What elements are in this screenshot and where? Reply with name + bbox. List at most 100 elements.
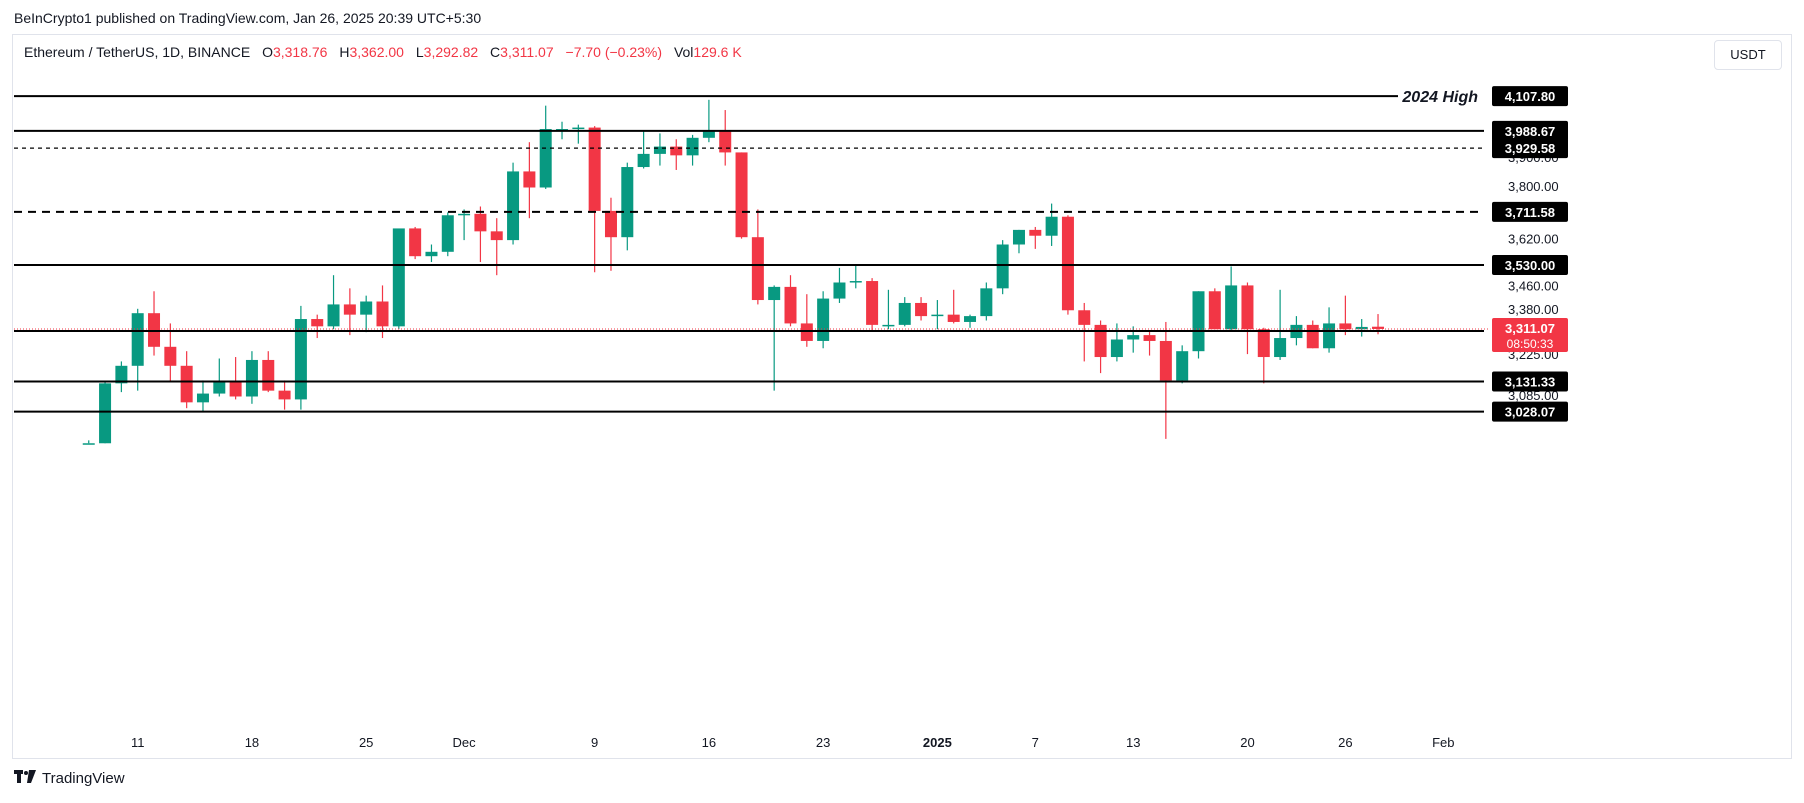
candle-body-up xyxy=(294,319,307,400)
candle-body-up xyxy=(115,365,128,384)
candle-body-up xyxy=(1012,229,1025,245)
level-price-box xyxy=(1492,120,1568,141)
candle-body-down xyxy=(180,365,193,403)
symbol-name: Ethereum / TetherUS, 1D, BINANCE xyxy=(24,44,251,60)
candle-body-up xyxy=(1176,351,1189,381)
volume-value: 129.6 K xyxy=(693,44,742,60)
candle-body-up xyxy=(621,167,634,238)
candle-body-up xyxy=(360,301,373,315)
candle-body-down xyxy=(588,127,601,211)
candle-body-up xyxy=(1274,338,1287,358)
level-price-box xyxy=(1492,201,1568,222)
y-tick-label: 3,620.00 xyxy=(1508,232,1559,247)
candle-body-down xyxy=(719,130,732,153)
annotation-bg xyxy=(1398,85,1490,108)
candle-body-down xyxy=(343,304,356,315)
candle-body-up xyxy=(931,314,944,317)
candle-body-down xyxy=(229,381,242,397)
x-tick-label: 16 xyxy=(702,735,716,750)
candle-body-up xyxy=(898,302,911,325)
candle-body-up xyxy=(327,304,340,327)
candle-body-down xyxy=(490,231,503,241)
candle-body-up xyxy=(1110,339,1123,358)
candle-body-up xyxy=(702,130,715,138)
candle-body-down xyxy=(947,314,960,322)
x-tick-label: Dec xyxy=(453,735,477,750)
candle-body-down xyxy=(800,323,813,341)
candle-body-up xyxy=(245,359,258,397)
symbol-legend: Ethereum / TetherUS, 1D, BINANCE O3,318.… xyxy=(24,44,742,60)
candle-body-down xyxy=(1372,326,1385,329)
candle-body-down xyxy=(148,313,161,347)
change-value: −7.70 (−0.23%) xyxy=(565,44,663,60)
candle-body-up xyxy=(131,313,144,366)
candle-body-up xyxy=(833,282,846,299)
x-tick-label: 18 xyxy=(245,735,259,750)
candle-body-down xyxy=(409,228,422,257)
low-label: L xyxy=(415,44,424,60)
candle-body-up xyxy=(1225,285,1238,330)
x-tick-label: Feb xyxy=(1432,735,1454,750)
candle-body-up xyxy=(213,381,226,394)
candle-body-down xyxy=(1208,291,1221,330)
candle-body-up xyxy=(1127,335,1140,340)
volume-label: Vol xyxy=(673,44,694,60)
candle-body-down xyxy=(1257,329,1270,358)
x-tick-label: 2025 xyxy=(923,735,952,750)
y-tick-label: 3,800.00 xyxy=(1508,179,1559,194)
brand-name: TradingView xyxy=(42,770,125,787)
candle-body-up xyxy=(507,171,520,241)
x-tick-label: 25 xyxy=(359,735,373,750)
x-tick-label: 23 xyxy=(816,735,830,750)
candle-body-down xyxy=(474,213,487,232)
candle-body-down xyxy=(751,237,764,301)
candle-body-up xyxy=(1355,326,1368,330)
chart-frame xyxy=(12,34,1792,759)
candle-body-up xyxy=(458,213,471,216)
x-tick-label: 26 xyxy=(1338,735,1352,750)
candle-body-up xyxy=(964,316,977,322)
candle-body-up xyxy=(392,228,405,327)
candle-body-up xyxy=(196,393,209,403)
candle-body-down xyxy=(523,171,536,188)
tradingview-brand[interactable]: TradingView xyxy=(14,770,125,787)
candle-body-down xyxy=(376,301,389,327)
last-price-box xyxy=(1492,317,1568,352)
low-value: 3,292.82 xyxy=(423,44,479,60)
candle-body-up xyxy=(441,215,454,252)
candle-body-down xyxy=(915,302,928,317)
x-tick-label: 11 xyxy=(131,735,145,750)
level-price-box xyxy=(1492,86,1568,107)
candle-body-up xyxy=(653,146,666,154)
candle-body-down xyxy=(1143,335,1156,341)
candle-body-up xyxy=(637,153,650,168)
candle-body-up xyxy=(556,129,569,131)
candle-body-up xyxy=(82,443,95,445)
candle-body-down xyxy=(1241,285,1254,330)
countdown-label: 08:50:33 xyxy=(1507,337,1554,351)
x-tick-label: 7 xyxy=(1032,735,1039,750)
candle-body-down xyxy=(735,152,748,238)
candle-body-up xyxy=(768,286,781,301)
level-price-label: 4,107.80 xyxy=(1505,89,1556,104)
x-tick-label: 13 xyxy=(1126,735,1140,750)
x-tick-label: 9 xyxy=(591,735,598,750)
level-price-label: 3,929.58 xyxy=(1505,141,1556,156)
currency-button[interactable]: USDT xyxy=(1714,40,1782,70)
candle-body-down xyxy=(1159,340,1172,381)
candle-body-down xyxy=(262,359,275,391)
level-price-box xyxy=(1492,254,1568,275)
candle-body-down xyxy=(1306,324,1319,349)
tradingview-logo-icon xyxy=(14,770,36,787)
close-label: C xyxy=(490,44,501,60)
candle-body-down xyxy=(1078,310,1091,325)
open-value: 3,318.76 xyxy=(272,44,328,60)
candle-body-up xyxy=(817,298,830,341)
level-price-label: 3,028.07 xyxy=(1505,405,1556,420)
y-tick-label: 3,380.00 xyxy=(1508,302,1559,317)
candle-body-up xyxy=(980,288,993,317)
candle-body-down xyxy=(278,390,291,400)
level-price-box xyxy=(1492,371,1568,392)
open-label: O xyxy=(262,44,273,60)
